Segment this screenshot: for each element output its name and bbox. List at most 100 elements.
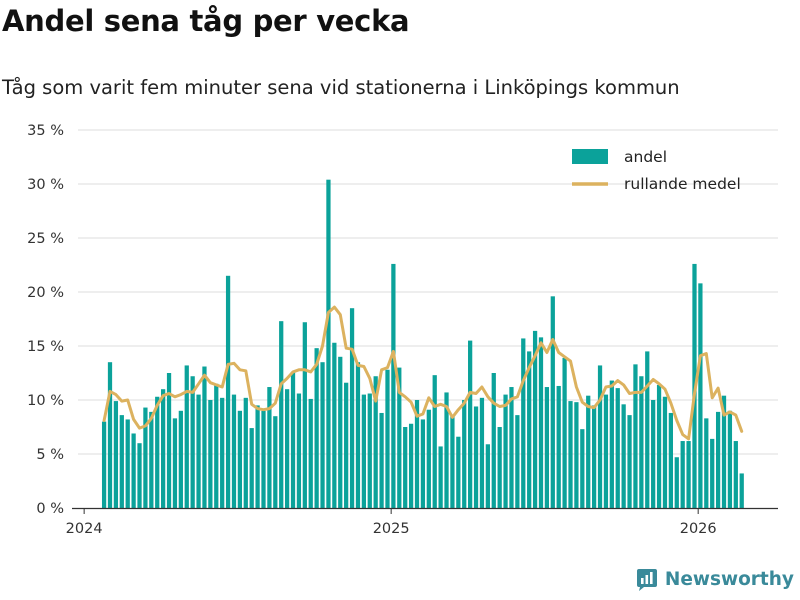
bar [509,387,514,508]
bar [710,438,715,508]
brand-name: Newsworthy [664,568,794,590]
bar [125,419,130,508]
bar [515,415,520,508]
legend: andel rullande medel [572,148,741,193]
bar [521,338,526,508]
bar [255,405,260,508]
bar [178,410,183,508]
bar [420,419,426,508]
axes: 0 % 5 % 10 % 15 % 20 % 25 % 30 % 35 % 2024 2025 20… [27,123,778,537]
bar [527,351,532,508]
bar [733,441,738,508]
bar [444,392,449,508]
bar [668,412,674,508]
bar [284,389,290,508]
bar [391,263,396,508]
bar [686,441,691,508]
bar [727,410,733,508]
bar-series-andel [101,179,744,508]
bar [656,384,662,508]
bar [149,411,154,508]
bar [373,376,378,508]
bar [243,397,248,508]
bar [485,444,490,508]
x-tick-label: 2025 [373,521,410,537]
y-tick-label: 0 % [36,501,64,517]
y-tick-label: 30 % [27,177,64,193]
line-series-rullande-medel [102,305,744,441]
bar [426,409,431,508]
bar [408,423,414,508]
bar [698,283,703,508]
x-tick-label: 2024 [66,521,103,537]
bar [544,387,550,508]
bar [403,427,408,508]
bar [107,362,113,508]
bar [155,396,160,508]
bar [131,433,136,508]
bar [491,373,496,508]
bar [326,179,331,508]
bar [161,389,166,508]
y-tick-label: 5 % [36,447,64,463]
bar [119,415,124,508]
bar [261,410,266,508]
bar [456,436,461,508]
bar [290,371,296,508]
y-tick-label: 25 % [27,231,64,247]
bar [633,364,638,508]
bar [237,410,243,508]
brand-logo: Newsworthy [635,566,794,592]
bar [367,393,372,508]
y-tick-label: 10 % [27,393,64,409]
bar [473,406,479,508]
bar [338,356,343,508]
bar [627,415,632,508]
bar [414,400,420,508]
bar [479,397,485,508]
bar [397,367,402,508]
bar [721,395,727,508]
bar [739,473,744,508]
bar [267,387,272,508]
bar [296,393,302,508]
bar [468,340,473,508]
bar [190,376,195,508]
bar [556,385,561,508]
bar [166,373,172,508]
chart-title: Andel sena tåg per vecka [2,4,410,38]
bar [184,365,189,508]
bar [208,400,213,508]
bar [603,394,609,508]
bar [143,407,148,508]
bar [586,395,591,508]
legend-label-rullande-medel: rullande medel [624,175,741,193]
bar [385,369,390,508]
bar [379,412,384,508]
bar [214,383,219,508]
bar [355,362,361,508]
bar [591,405,597,508]
newsworthy-logo-icon [636,569,657,591]
bar [320,362,325,508]
bar [662,396,668,508]
bar [532,330,538,508]
bar [432,375,437,508]
bar [450,415,455,508]
bar [645,351,650,508]
legend-swatch-andel [572,149,608,164]
bar [574,402,579,508]
legend-label-andel: andel [624,148,667,166]
bar [113,401,119,508]
bar [332,342,337,508]
y-tick-label: 20 % [27,285,64,301]
bar [231,394,237,508]
bar [639,376,644,508]
bar [137,443,142,508]
bar [651,400,656,508]
bar [220,397,225,508]
bar [503,394,508,508]
bar [715,411,721,508]
bar [172,418,178,508]
